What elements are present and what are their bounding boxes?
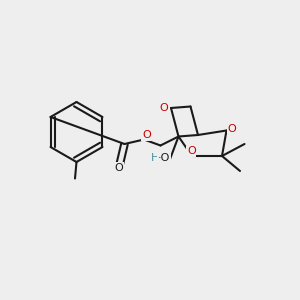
Text: ·O: ·O <box>158 153 170 163</box>
Text: H: H <box>151 153 159 163</box>
Text: O: O <box>159 103 168 113</box>
Text: O: O <box>187 146 196 156</box>
Text: O: O <box>114 163 123 173</box>
Text: O: O <box>142 130 151 140</box>
Text: O: O <box>227 124 236 134</box>
